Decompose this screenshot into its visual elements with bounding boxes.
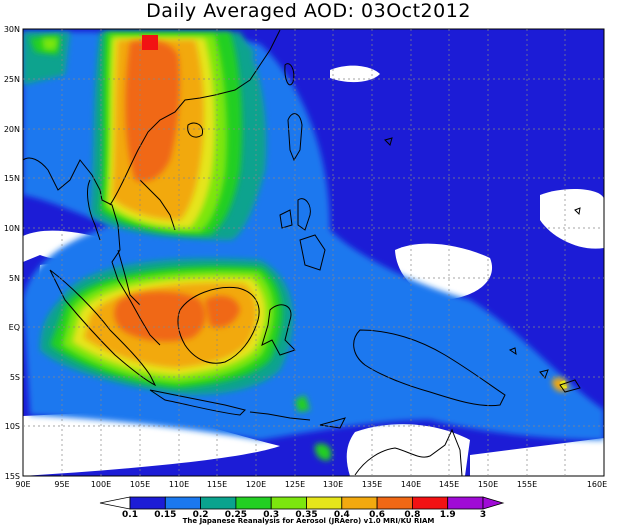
lon-label: 110E: [169, 480, 189, 489]
colorbar-tick-label: 0.35: [295, 510, 317, 520]
lon-label: 125E: [285, 480, 305, 489]
colorbar-segment: [164, 496, 202, 510]
clean-air-region: [540, 188, 604, 249]
colorbar-segment: [341, 496, 378, 510]
lon-label: 135E: [362, 480, 382, 489]
colorbar-tick-label: 0.1: [122, 510, 138, 520]
high-aod-spot: [142, 35, 158, 50]
lat-label: 5N: [9, 274, 20, 283]
lat-label: 10N: [4, 224, 20, 233]
lon-label: 95E: [54, 480, 69, 489]
lon-label: 90E: [15, 480, 30, 489]
lon-label: 160E: [587, 480, 607, 489]
lat-label: 15N: [4, 174, 20, 183]
lat-label: 10S: [5, 422, 20, 431]
lat-label: 30N: [4, 25, 20, 34]
colorbar-segment: [376, 496, 413, 510]
lon-label: 115E: [207, 480, 227, 489]
longitude-labels: 90E 95E 100E 105E 110E 115E 120E 125E 13…: [15, 480, 607, 489]
plot-frame: [22, 28, 605, 477]
lon-label: 100E: [91, 480, 111, 489]
colorbar-tick-label: 0.8: [404, 510, 420, 520]
data-source-note: The Japanese Reanalysis for Aerosol (JRA…: [182, 517, 435, 525]
map-title: Daily Averaged AOD: 03Oct2012: [146, 0, 471, 22]
lon-label: 150E: [478, 480, 498, 489]
colorbar-tick-label: 0.15: [154, 510, 176, 520]
lat-label: 5S: [10, 373, 20, 382]
colorbar-tick-label: 0.25: [225, 510, 247, 520]
lon-label: 130E: [323, 480, 343, 489]
colorbar-segment: [200, 496, 237, 510]
colorbar-min-arrow: [99, 496, 131, 510]
colorbar-tick-label: 3: [480, 510, 486, 520]
clean-air-region: [346, 424, 470, 476]
lon-label: 155E: [517, 480, 537, 489]
colorbar-segment: [129, 496, 166, 510]
latitude-labels: 30N 25N 20N 15N 10N 5N EQ 5S 10S 15S: [4, 25, 20, 481]
lon-label: 105E: [130, 480, 150, 489]
colorbar-tick-label: 0.4: [334, 510, 350, 520]
colorbar-tick-label: 0.3: [263, 510, 279, 520]
lon-label: 140E: [401, 480, 421, 489]
clean-air-region: [23, 410, 280, 476]
lon-label: 145E: [439, 480, 459, 489]
lat-label: 20N: [4, 125, 20, 134]
clean-air-region: [330, 65, 380, 83]
grid: [23, 29, 604, 476]
colorbar-segment: [447, 496, 484, 510]
colorbar-segment: [235, 496, 272, 510]
lon-label: 120E: [246, 480, 266, 489]
coastlines: [23, 29, 581, 476]
colorbar-tick-label: 0.6: [369, 510, 385, 520]
lat-label: 25N: [4, 75, 20, 84]
lat-label: 15S: [5, 472, 20, 481]
colorbar-tick-label: 0.2: [193, 510, 209, 520]
lat-label: EQ: [9, 323, 20, 332]
colorbar-tick-label: 1.9: [440, 510, 456, 520]
colorbar-segment: [306, 496, 343, 510]
colorbar-segment: [411, 496, 449, 510]
aod-field: [23, 29, 604, 476]
colorbar-max-arrow: [482, 496, 505, 510]
colorbar-segment: [270, 496, 307, 510]
colorbar: 0.1 0.15 0.2 0.25 0.3 0.35 0.4 0.6 0.8 1.9 3: [99, 496, 505, 520]
clean-air-region: [470, 438, 604, 476]
